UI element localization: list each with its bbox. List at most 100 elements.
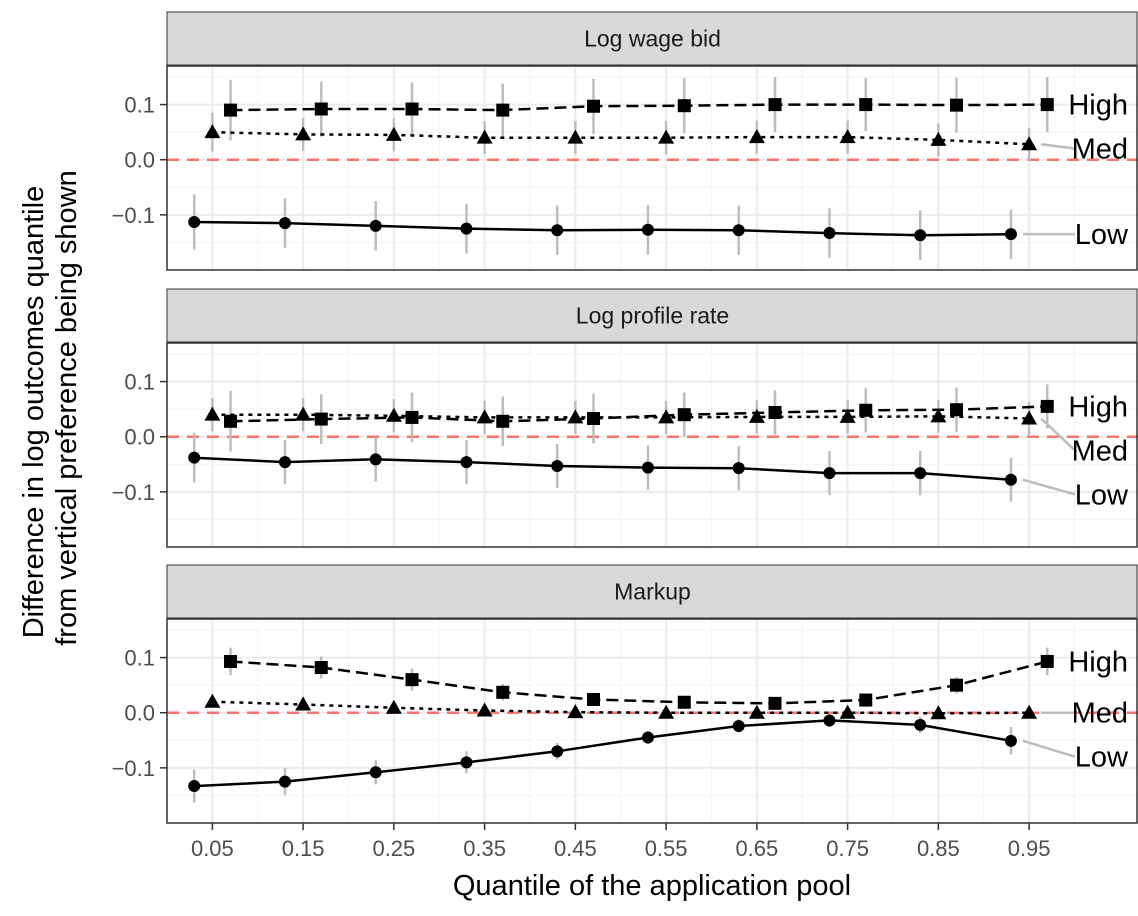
data-point-med <box>204 406 221 421</box>
y-tick-label: 0.1 <box>124 93 155 118</box>
y-tick-label: −0.1 <box>112 203 155 228</box>
data-point-med <box>204 693 221 708</box>
data-point-high <box>1040 399 1054 413</box>
data-point-low <box>823 467 836 480</box>
data-point-high <box>496 685 510 699</box>
data-point-low <box>914 229 927 242</box>
data-point-low <box>641 461 654 474</box>
data-point-low <box>369 453 382 466</box>
x-axis-label: Quantile of the application pool <box>453 870 851 902</box>
panel: Markup −0.1 0.0 0.1 High Med Low <box>112 564 1138 824</box>
data-point-med <box>295 406 312 421</box>
data-point-low <box>732 224 745 237</box>
data-point-low <box>369 766 382 779</box>
data-point-low <box>551 459 564 472</box>
data-point-high <box>859 403 873 417</box>
panel-strip <box>166 11 1138 66</box>
x-tick-label: 0.95 <box>1008 836 1051 861</box>
data-point-high <box>224 654 238 668</box>
series-label-med: Med <box>1072 698 1128 730</box>
data-point-med <box>567 409 584 424</box>
series-line-high <box>230 103 1048 112</box>
data-point-med <box>658 409 675 424</box>
series-line-high <box>230 405 1048 423</box>
data-point-low <box>460 222 473 235</box>
series-line-med <box>212 700 1030 715</box>
data-point-med <box>748 408 765 423</box>
data-point-med <box>1021 410 1038 425</box>
data-point-high <box>587 692 601 706</box>
data-point-high <box>405 673 419 687</box>
x-tick-label: 0.15 <box>282 836 325 861</box>
y-axis-label: Difference in log outcomes quantile from… <box>18 170 83 646</box>
x-tick-label: 0.65 <box>735 836 778 861</box>
x-tick-label: 0.45 <box>554 836 597 861</box>
series-label-connector <box>1040 143 1076 150</box>
data-point-med <box>567 129 584 144</box>
x-tick-label: 0.35 <box>463 836 506 861</box>
x-tick-label: 0.75 <box>826 836 869 861</box>
data-point-med <box>839 408 856 423</box>
series-label-high: High <box>1068 90 1128 122</box>
panel-data <box>188 384 1054 502</box>
data-point-high <box>314 102 328 116</box>
data-point-med <box>1021 704 1038 719</box>
data-point-med <box>295 126 312 141</box>
series-label-high: High <box>1068 391 1128 423</box>
panel-title: Log wage bid <box>584 26 721 52</box>
x-tick-label: 0.85 <box>917 836 960 861</box>
data-point-high <box>859 98 873 112</box>
series-line-med <box>212 130 1030 146</box>
panel-plot-area <box>167 619 1137 823</box>
data-point-med <box>930 131 947 146</box>
data-point-med <box>476 129 493 144</box>
x-tick-label: 0.55 <box>645 836 688 861</box>
data-point-high <box>587 99 601 113</box>
data-point-low <box>460 456 473 469</box>
data-point-med <box>839 129 856 144</box>
data-point-med <box>385 126 402 141</box>
data-point-med <box>204 124 221 139</box>
series-line-low <box>194 456 1012 481</box>
data-point-low <box>914 718 927 731</box>
panel-plot-area <box>167 66 1137 270</box>
data-point-high <box>224 103 238 117</box>
data-point-low <box>641 731 654 744</box>
data-point-med <box>1021 136 1038 151</box>
data-point-low <box>1004 228 1017 241</box>
data-point-high <box>950 403 964 417</box>
data-point-med <box>748 129 765 144</box>
data-point-med <box>748 704 765 719</box>
panel-data <box>188 77 1054 261</box>
data-point-low <box>278 775 291 788</box>
data-point-med <box>930 705 947 720</box>
y-tick-label: −0.1 <box>112 480 155 505</box>
data-point-med <box>295 696 312 711</box>
data-point-high <box>768 405 782 419</box>
panel-strip <box>166 564 1138 619</box>
data-point-low <box>732 719 745 732</box>
y-tick-label: 0.1 <box>124 370 155 395</box>
panel-strip <box>166 288 1138 343</box>
series-label-low: Low <box>1075 479 1129 511</box>
data-point-low <box>641 223 654 236</box>
data-point-med <box>658 704 675 719</box>
data-point-med <box>476 702 493 717</box>
data-point-high <box>950 678 964 692</box>
x-tick-label: 0.25 <box>372 836 415 861</box>
data-point-low <box>732 462 745 475</box>
data-point-low <box>1004 734 1017 747</box>
series-label-low: Low <box>1075 742 1129 774</box>
data-point-high <box>1040 654 1054 668</box>
data-point-high <box>314 412 328 426</box>
data-point-low <box>823 714 836 727</box>
y-tick-label: 0.0 <box>124 701 155 726</box>
y-tick-label: 0.0 <box>124 148 155 173</box>
data-point-high <box>768 696 782 710</box>
data-point-high <box>950 98 964 112</box>
panel-data <box>188 647 1054 803</box>
series-line-med <box>212 413 1030 420</box>
panel-border <box>166 618 1138 824</box>
